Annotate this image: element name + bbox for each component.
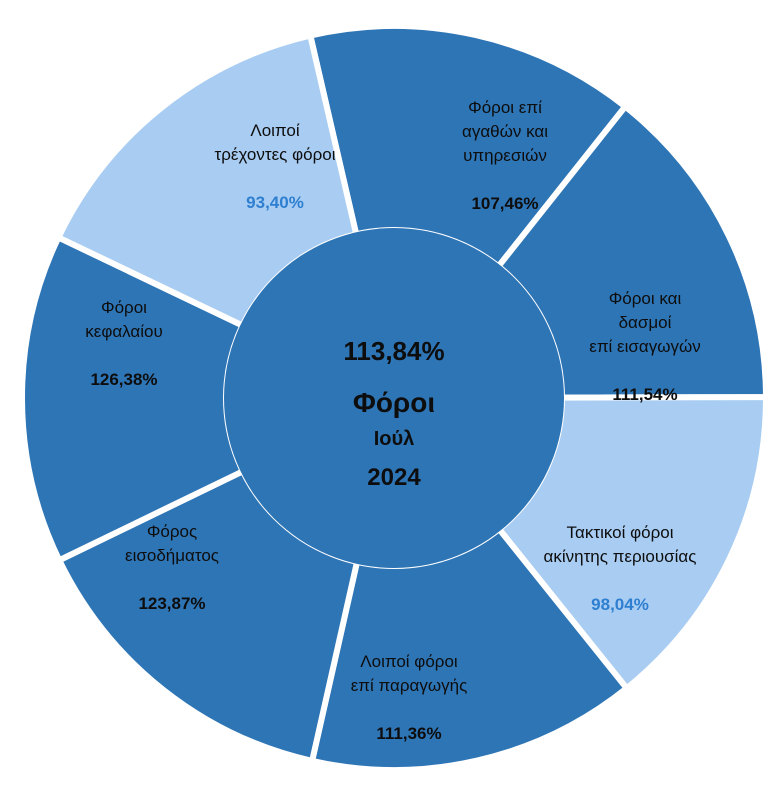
segment-label-2-line-0: Τακτικοί φόροι	[567, 523, 674, 542]
segment-label-5-line-0: Φόροι	[101, 298, 147, 317]
segment-label-4-line-0: Φόρος	[147, 522, 197, 541]
segment-label-1-line-0: Φόροι και	[609, 289, 682, 308]
segment-labels: Φόροι επί αγαθών και υπηρεσιών 107,46% Φόροι…	[85, 98, 701, 743]
segment-label-0-line-1: αγαθών και	[462, 122, 548, 141]
segment-label-1-line-1: δασμοί	[619, 313, 672, 332]
segment-value-2: 98,04%	[591, 595, 649, 614]
center-title-line-2: Ιούλ	[374, 428, 415, 450]
segment-label-6-line-1: τρέχοντες φόροι	[215, 145, 336, 164]
segment-label-0-line-0: Φόροι επί	[468, 98, 542, 117]
segment-value-3: 111,36%	[376, 724, 441, 743]
segment-label-4-line-1: εισοδήματος	[125, 546, 219, 565]
center-title-line-3: 2024	[367, 464, 421, 491]
segment-label-6-line-0: Λοιποί	[250, 121, 300, 140]
segment-label-3-line-1: επί παραγωγής	[351, 676, 468, 695]
segment-value-6: 93,40%	[246, 193, 304, 212]
center-disc	[224, 228, 564, 568]
segment-value-0: 107,46%	[471, 194, 538, 213]
segment-label-2-line-1: ακίνητης περιουσίας	[544, 547, 697, 566]
pie-segments	[19, 23, 770, 773]
center-text: 113,84% Φόροι Ιούλ 2024	[343, 336, 444, 491]
segment-value-1: 111,54%	[612, 385, 677, 404]
segment-value-4: 123,87%	[138, 594, 205, 613]
segment-label-1-line-2: επί εισαγωγών	[589, 337, 701, 356]
segment-label-0-line-2: υπηρεσιών	[463, 146, 547, 165]
segment-value-5: 126,38%	[90, 370, 157, 389]
center-value: 113,84%	[343, 336, 444, 366]
segment-label-5-line-1: κεφαλαίου	[85, 322, 163, 341]
segment-label-3-line-0: Λοιποί φόροι	[360, 652, 458, 671]
center-title-line-1: Φόροι	[353, 387, 435, 418]
